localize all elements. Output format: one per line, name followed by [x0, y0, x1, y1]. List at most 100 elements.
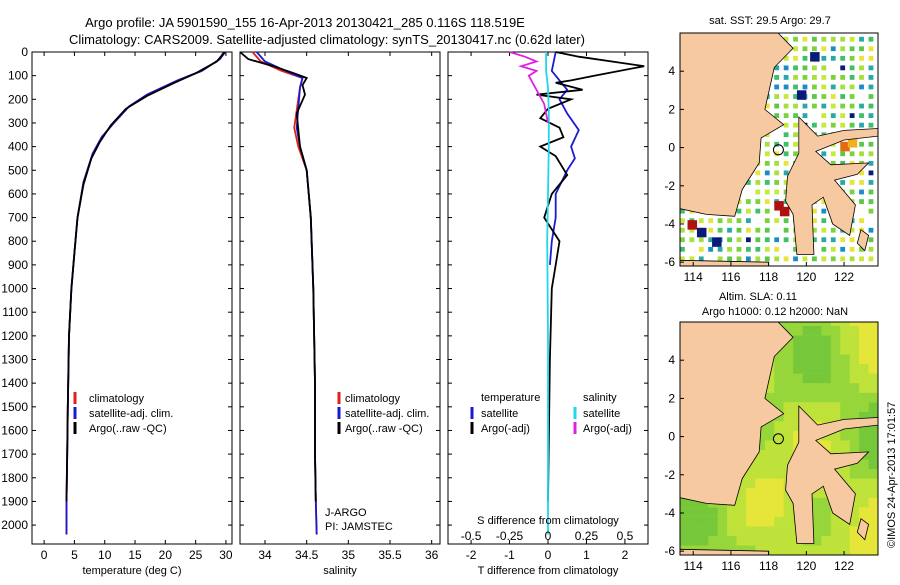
temperature-plot-frame: [31, 51, 233, 545]
sla-cell: [764, 488, 775, 498]
sst-cell: [812, 218, 817, 224]
depth-tick-label: 1400: [1, 376, 28, 390]
sla-cell: [859, 459, 869, 470]
sst-cell: [774, 237, 780, 243]
sst-cell: [821, 94, 827, 99]
sla-cell: [868, 469, 878, 479]
temperature-panel: 0100200300400500600700800900100011001200…: [1, 45, 233, 577]
sst-cell: [821, 122, 827, 128]
sst-cell: [774, 103, 780, 109]
sla-cell: [868, 325, 878, 336]
sst-cell: [840, 141, 850, 152]
sla-cell: [868, 373, 878, 384]
sla-cell: [774, 402, 784, 412]
x-tick-label: 20: [159, 548, 173, 562]
sst-cell: [783, 218, 789, 224]
sst-cell: [830, 151, 836, 157]
land-polygon: [856, 518, 870, 541]
sla-cell: [793, 335, 803, 345]
sla-cell: [746, 545, 756, 555]
sst-cell: [859, 55, 864, 61]
figure-title-line1: Argo profile: JA 5901590_155 16-Apr-2013…: [85, 15, 525, 30]
sst-cell: [680, 208, 685, 214]
sla-cell: [746, 497, 756, 508]
sla-cell: [840, 373, 850, 384]
sst-cell: [868, 170, 874, 176]
x-tick-label: -1: [504, 548, 515, 562]
sst-cell: [764, 227, 770, 233]
sla-cell: [783, 430, 794, 441]
sst-cell: [699, 27, 704, 32]
sst-cell: [783, 180, 789, 185]
sst-cell: [774, 113, 780, 119]
x-tick-label: 5: [71, 548, 78, 562]
sla-cell: [774, 440, 784, 451]
sst-cell: [727, 237, 732, 243]
sst-cell: [717, 256, 723, 262]
series-line-satellite: [545, 52, 550, 535]
sla-cell: [774, 469, 784, 479]
sst-cell: [849, 94, 855, 99]
sst-cell: [736, 208, 742, 214]
depth-tick-label: 1500: [1, 400, 28, 414]
sla-cell: [755, 449, 766, 460]
sst-cell: [830, 65, 836, 71]
sla-cell: [802, 344, 813, 355]
sst-cell: [736, 218, 742, 224]
sst-cell: [859, 75, 864, 80]
sst-cell: [755, 218, 761, 224]
sla-cell: [774, 383, 784, 393]
sst-cell: [783, 94, 789, 99]
sla-cell: [689, 497, 700, 508]
sst-cell: [783, 227, 789, 233]
salinity-plot-frame: [239, 51, 441, 545]
depth-tick-label: 1900: [1, 494, 28, 508]
sla-cell: [793, 373, 803, 384]
sla-cell: [727, 507, 737, 517]
difference-depth-ticks: [448, 51, 648, 526]
legend-header-temperature: temperature: [481, 392, 540, 404]
sst-cell: [793, 75, 798, 80]
sst-cell: [793, 122, 798, 128]
sst-cell: [764, 189, 770, 195]
sla-cell: [812, 535, 822, 546]
land-polygon: [785, 405, 878, 544]
sst-cell: [708, 237, 714, 243]
sla-cell: [736, 488, 747, 498]
sst-cell: [746, 246, 751, 252]
sla-cell: [830, 364, 841, 374]
sst-cell: [783, 122, 789, 128]
sst-cell: [812, 65, 817, 71]
sla-cell: [783, 364, 794, 374]
sst-cell: [764, 151, 770, 157]
sst-cell: [764, 199, 770, 204]
sst-cell: [868, 75, 874, 80]
sla-cell: [868, 535, 878, 546]
sst-cell: [783, 132, 789, 138]
lat-tick-label: 4: [668, 353, 675, 367]
sla-cell: [812, 411, 822, 422]
sla-cell: [849, 373, 860, 384]
lat-tick-label: -2: [664, 468, 675, 482]
sst-cell: [812, 75, 817, 80]
sla-cell: [812, 335, 822, 345]
sst-cell: [859, 94, 864, 99]
sla-cell: [793, 383, 803, 393]
sst-cell: [802, 75, 808, 80]
sst-cell: [868, 46, 874, 52]
sst-cell: [708, 27, 713, 32]
float-program-label: J-ARGO: [325, 507, 367, 519]
legend-label-argo: Argo(..raw -QC): [345, 423, 423, 435]
sla-cell: [783, 440, 794, 451]
sst-cell: [774, 65, 780, 71]
sst-cell: [774, 246, 780, 252]
sst-cell: [859, 256, 864, 262]
sst-cell: [812, 94, 817, 99]
sla-cell: [859, 402, 869, 412]
sla-cell: [830, 526, 841, 536]
sst-lon-ticks: 114 116 118 120 122: [684, 262, 854, 284]
sst-cell: [821, 65, 827, 71]
sst-cell: [802, 55, 808, 61]
argo-location-marker: [772, 433, 784, 445]
sla-cell: [840, 526, 850, 536]
